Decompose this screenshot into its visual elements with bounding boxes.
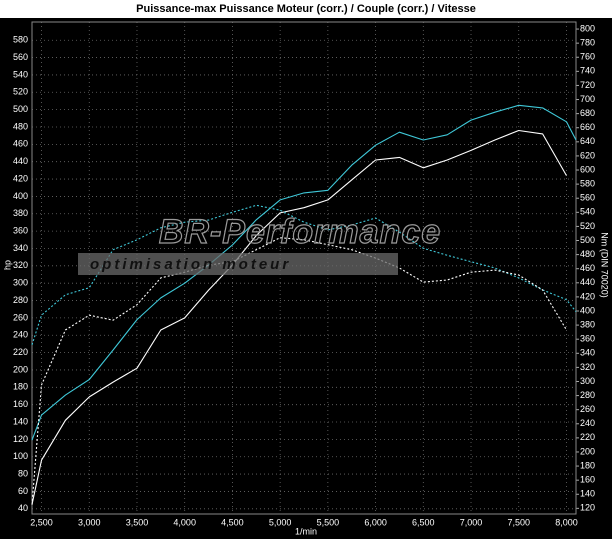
- y2-tick-label: 680: [580, 108, 595, 118]
- watermark-title: BR-Performance: [159, 213, 441, 251]
- y-tick-label: 280: [13, 295, 28, 305]
- y2-tick-label: 740: [580, 66, 595, 76]
- y-tick-label: 400: [13, 191, 28, 201]
- line-series: [31, 104, 577, 441]
- y2-tick-label: 220: [580, 432, 595, 442]
- y-tick-label: 180: [13, 382, 28, 392]
- y2-tick-label: 340: [580, 348, 595, 358]
- y-tick-label: 140: [13, 416, 28, 426]
- y-tick-label: 80: [18, 468, 28, 478]
- x-tick-label: 4,000: [173, 517, 196, 527]
- line-series: [31, 237, 567, 505]
- y2-tick-label: 200: [580, 446, 595, 456]
- y2-tick-label: 620: [580, 150, 595, 160]
- y2-tick-label: 240: [580, 418, 595, 428]
- y-tick-label: 460: [13, 139, 28, 149]
- y-tick-label: 520: [13, 87, 28, 97]
- watermark-band: [78, 253, 398, 275]
- y2-tick-label: 780: [580, 38, 595, 48]
- y-tick-label: 160: [13, 399, 28, 409]
- y2-tick-label: 520: [580, 221, 595, 231]
- y-tick-label: 480: [13, 121, 28, 131]
- y2-tick-label: 760: [580, 52, 595, 62]
- y-tick-label: 360: [13, 225, 28, 235]
- y-tick-label: 260: [13, 312, 28, 322]
- y2-tick-label: 500: [580, 235, 595, 245]
- y2-tick-label: 180: [580, 460, 595, 470]
- y-tick-label: 340: [13, 243, 28, 253]
- x-tick-label: 5,500: [317, 517, 340, 527]
- y2-tick-label: 800: [580, 23, 595, 33]
- y2-tick-label: 280: [580, 390, 595, 400]
- line-series: [31, 129, 567, 505]
- y2-tick-label: 400: [580, 305, 595, 315]
- y2-tick-label: 540: [580, 207, 595, 217]
- y2-tick-label: 660: [580, 122, 595, 132]
- x-tick-label: 8,000: [555, 517, 578, 527]
- y2-tick-label: 380: [580, 319, 595, 329]
- line-series: [31, 204, 577, 345]
- x-tick-label: 4,500: [221, 517, 244, 527]
- y-tick-label: 100: [13, 451, 28, 461]
- y2-tick-label: 460: [580, 263, 595, 273]
- y-tick-label: 440: [13, 156, 28, 166]
- y2-tick-label: 600: [580, 164, 595, 174]
- y-axis-label: hp: [2, 260, 12, 270]
- y2-tick-label: 720: [580, 80, 595, 90]
- x-axis-label: 1/min: [295, 526, 317, 536]
- y-tick-label: 540: [13, 69, 28, 79]
- y-tick-label: 200: [13, 364, 28, 374]
- y2-tick-label: 360: [580, 334, 595, 344]
- y2-tick-label: 120: [580, 503, 595, 513]
- y-tick-label: 560: [13, 52, 28, 62]
- x-tick-label: 2,500: [30, 517, 53, 527]
- y-tick-label: 580: [13, 35, 28, 45]
- y2-tick-label: 140: [580, 489, 595, 499]
- y2-tick-label: 300: [580, 376, 595, 386]
- y2-tick-label: 480: [580, 249, 595, 259]
- y2-tick-label: 420: [580, 291, 595, 301]
- x-tick-label: 6,000: [364, 517, 387, 527]
- x-tick-label: 3,000: [78, 517, 101, 527]
- watermark: BR-Performance optimisation moteur: [78, 212, 441, 275]
- y2-tick-label: 320: [580, 362, 595, 372]
- y-tick-label: 420: [13, 173, 28, 183]
- y2-tick-label: 580: [580, 178, 595, 188]
- title-bar: [0, 0, 612, 18]
- x-tick-label: 3,500: [126, 517, 149, 527]
- y-tick-label: 300: [13, 278, 28, 288]
- y-tick-label: 40: [18, 503, 28, 513]
- y2-axis-label: Nm (DIN 70020): [600, 232, 610, 298]
- y2-tick-label: 560: [580, 193, 595, 203]
- x-tick-label: 7,500: [507, 517, 530, 527]
- y-tick-label: 60: [18, 486, 28, 496]
- x-tick-label: 7,000: [460, 517, 483, 527]
- y2-tick-label: 160: [580, 475, 595, 485]
- x-tick-label: 6,500: [412, 517, 435, 527]
- y-tick-label: 220: [13, 347, 28, 357]
- chart-title: Puissance-max Puissance Moteur (corr.) /…: [136, 3, 476, 15]
- y-tick-label: 500: [13, 104, 28, 114]
- y-tick-label: 120: [13, 434, 28, 444]
- watermark-subtitle: optimisation moteur: [90, 256, 291, 273]
- y-tick-label: 320: [13, 260, 28, 270]
- y-tick-label: 240: [13, 330, 28, 340]
- y2-tick-label: 640: [580, 136, 595, 146]
- y2-tick-label: 440: [580, 277, 595, 287]
- y-tick-label: 380: [13, 208, 28, 218]
- y2-tick-label: 260: [580, 404, 595, 414]
- plot-frame: [31, 21, 577, 515]
- x-tick-label: 5,000: [269, 517, 292, 527]
- y2-tick-label: 700: [580, 94, 595, 104]
